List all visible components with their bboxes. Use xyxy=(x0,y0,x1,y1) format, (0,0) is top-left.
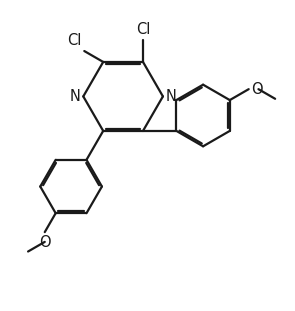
Text: N: N xyxy=(69,89,80,104)
Text: N: N xyxy=(166,89,177,104)
Text: O: O xyxy=(251,82,262,97)
Text: Cl: Cl xyxy=(136,22,150,37)
Text: O: O xyxy=(39,235,50,250)
Text: Cl: Cl xyxy=(67,33,81,48)
